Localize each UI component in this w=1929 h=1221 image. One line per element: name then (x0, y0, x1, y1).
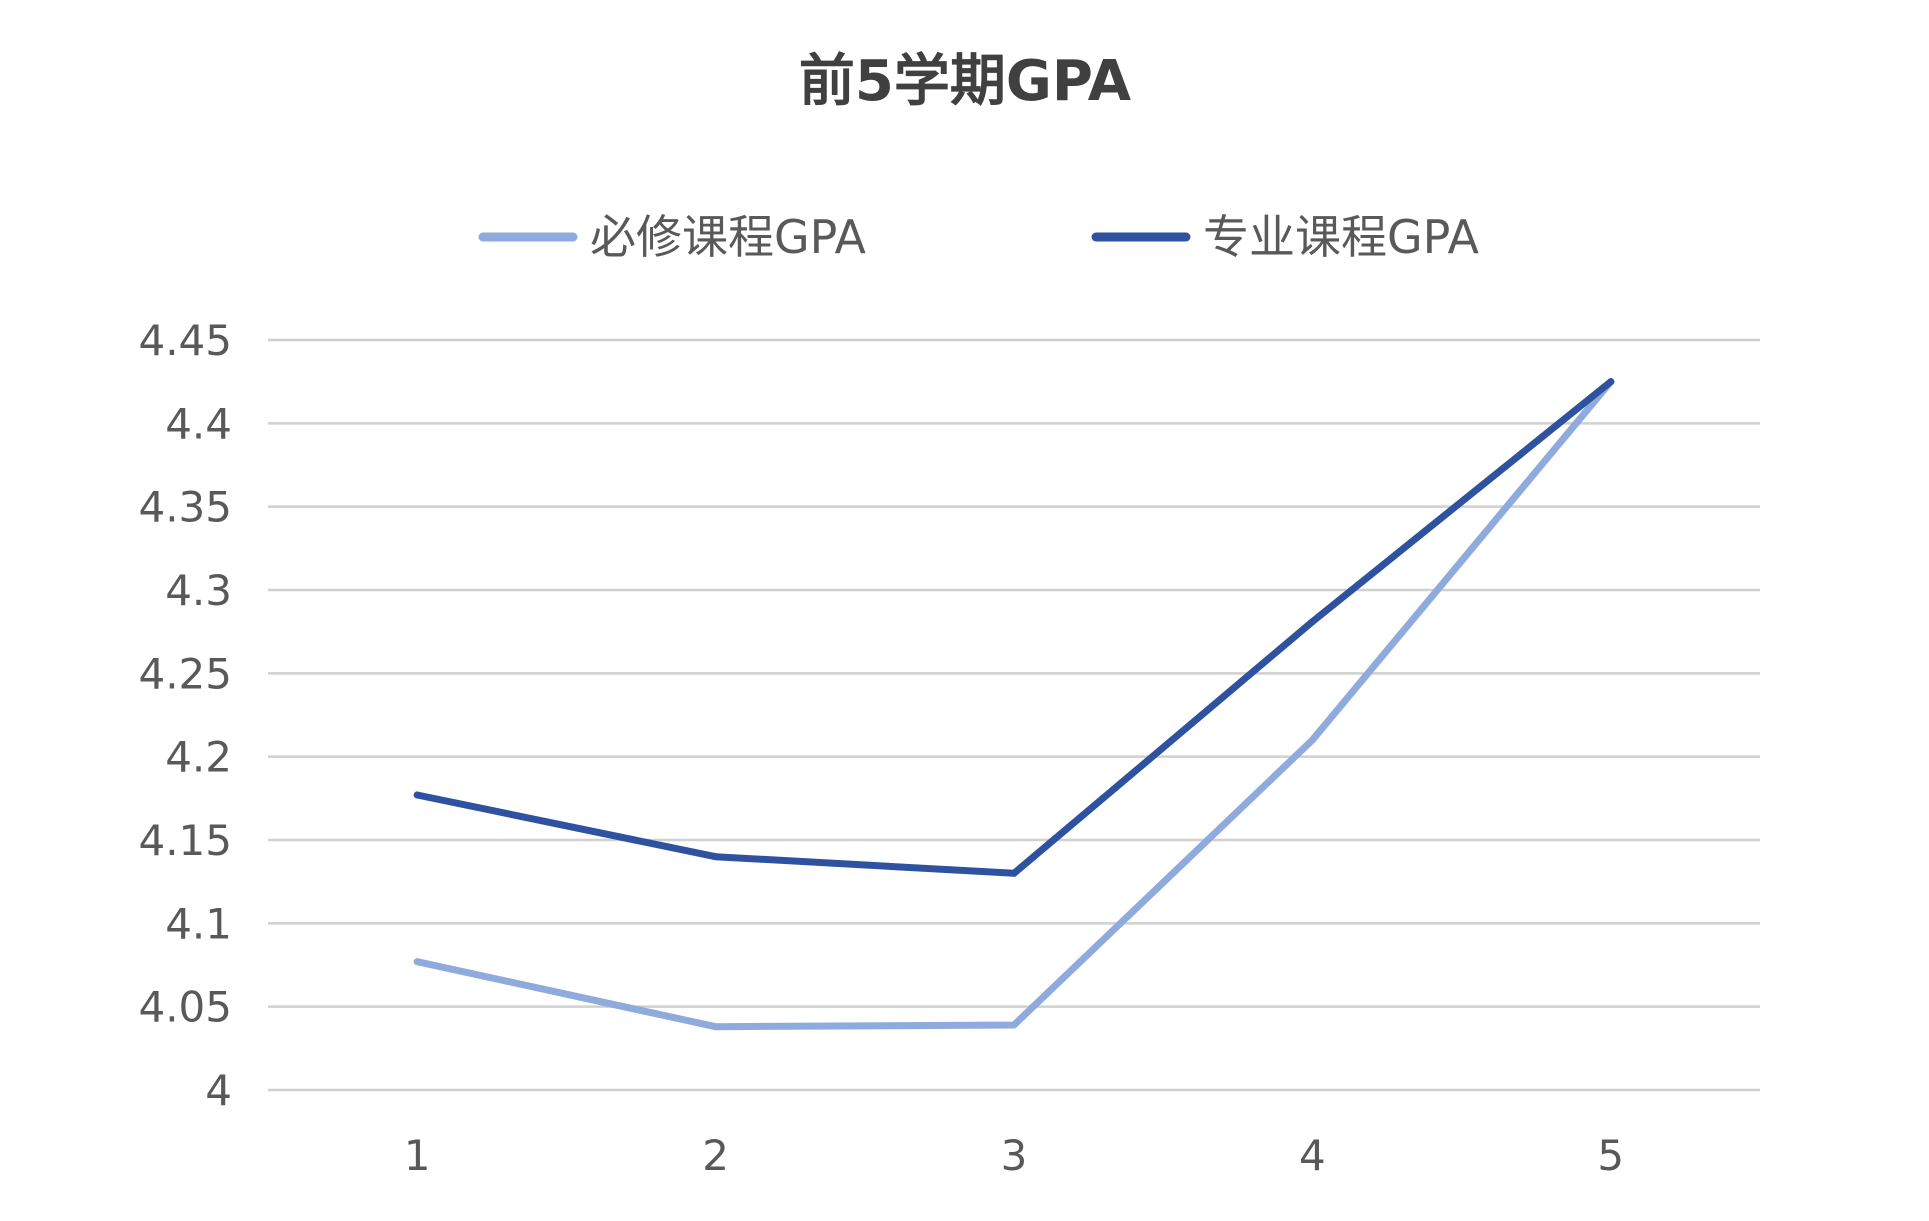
y-axis: 4 4.05 4.1 4.15 4.2 4.25 4.3 4.35 4.4 4.45 (138, 316, 232, 1115)
series-0 (413, 378, 1615, 1031)
data-point-s0-1 (413, 958, 421, 966)
y-tick-label-2: 4.1 (165, 899, 232, 948)
chart-title: 前5学期GPA (799, 49, 1132, 114)
legend-label-required: 必修课程GPA (590, 210, 866, 264)
data-point-s1-4 (1308, 618, 1316, 626)
data-point-s1-3 (1010, 869, 1018, 877)
data-point-s0-4 (1308, 736, 1316, 744)
data-point-s0-3 (1010, 1021, 1018, 1029)
series-1 (413, 378, 1615, 877)
series-group (413, 378, 1615, 1031)
x-axis: 1 2 3 4 5 (404, 1131, 1624, 1180)
y-tick-label-6: 4.3 (165, 566, 232, 615)
y-tick-label-3: 4.15 (138, 816, 232, 865)
series-line-0 (413, 378, 1615, 1031)
y-tick-label-8: 4.4 (165, 399, 232, 448)
gridlines (268, 338, 1760, 1092)
x-tick-label-2: 2 (702, 1131, 729, 1180)
data-point-s1-5 (1607, 378, 1615, 386)
legend-item-required: 必修课程GPA (478, 210, 866, 264)
x-tick-label-5: 5 (1597, 1131, 1624, 1180)
y-tick-label-7: 4.35 (138, 483, 232, 532)
y-tick-label-1: 4.05 (138, 983, 232, 1032)
data-point-s0-2 (712, 1023, 720, 1031)
data-point-s1-1 (413, 791, 421, 799)
series-line-1 (413, 378, 1615, 877)
x-tick-label-4: 4 (1299, 1131, 1326, 1180)
y-tick-label-5: 4.25 (138, 649, 232, 698)
data-point-s1-2 (712, 853, 720, 861)
x-tick-label-3: 3 (1001, 1131, 1028, 1180)
y-tick-label-4: 4.2 (165, 733, 232, 782)
legend: 必修课程GPA 专业课程GPA (478, 210, 1479, 264)
legend-item-major: 专业课程GPA (1091, 210, 1479, 264)
y-tick-label-9: 4.45 (138, 316, 232, 365)
x-tick-label-1: 1 (404, 1131, 431, 1180)
legend-label-major: 专业课程GPA (1203, 210, 1479, 264)
y-tick-label-0: 4 (205, 1066, 232, 1115)
